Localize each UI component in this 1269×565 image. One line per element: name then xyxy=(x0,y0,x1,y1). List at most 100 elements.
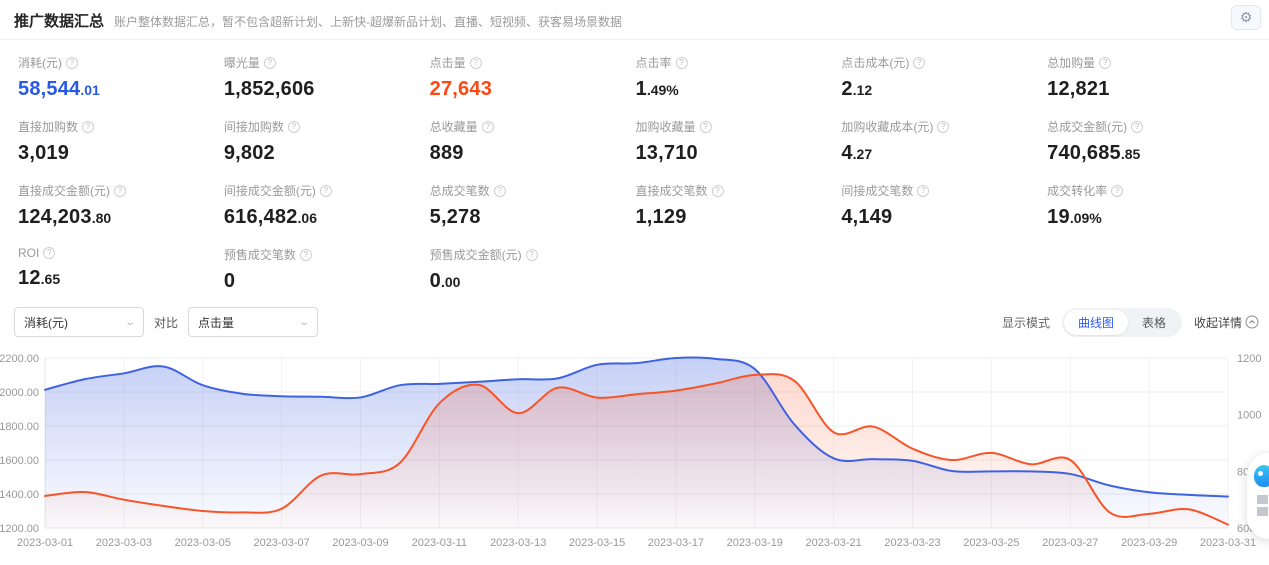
metric-value-dec: .49% xyxy=(646,82,679,98)
collapse-details-button[interactable]: 收起详情 xyxy=(1194,314,1259,331)
help-icon[interactable]: ? xyxy=(1111,184,1124,197)
metric-value-int: 889 xyxy=(429,142,464,164)
x-tick-label: 2023-03-17 xyxy=(648,537,704,549)
metric-select[interactable]: 消耗(元) ⌄ xyxy=(14,307,144,337)
metric-label-text: 直接成交笔数 xyxy=(635,184,708,198)
customer-service-widget[interactable] xyxy=(1247,453,1269,539)
metric-label: 加购收藏成本(元)? xyxy=(841,118,1047,135)
metric-card: 总收藏量? 889 xyxy=(430,118,636,165)
metric-label: 点击量? xyxy=(430,54,636,71)
help-icon[interactable]: ? xyxy=(319,184,332,197)
settings-button[interactable]: ⚙ xyxy=(1231,5,1261,30)
metric-label: 间接成交金额(元)? xyxy=(224,182,430,199)
metric-value-int: 19 xyxy=(1047,206,1070,228)
metric-label: 总加购量? xyxy=(1047,54,1253,71)
help-icon[interactable]: ? xyxy=(913,56,926,69)
help-icon[interactable]: ? xyxy=(481,120,494,133)
metric-value: 9,802 xyxy=(224,142,430,165)
metric-value-int: 1 xyxy=(635,78,647,100)
metric-value-int: 4,149 xyxy=(841,206,893,228)
cutoff-text xyxy=(1257,495,1268,504)
help-icon[interactable]: ? xyxy=(114,184,126,197)
metric-value-dec: .85 xyxy=(1120,146,1141,162)
metric-card: 加购收藏成本(元)? 4.27 xyxy=(841,118,1047,165)
metric-card: 直接加购数? 3,019 xyxy=(18,118,224,165)
x-tick-label: 2023-03-31 xyxy=(1200,537,1256,549)
metric-card: 总成交笔数? 5,278 xyxy=(430,182,636,229)
y-right-tick-label: 1200 xyxy=(1237,353,1261,365)
chevron-down-icon: ⌄ xyxy=(123,316,136,328)
help-icon[interactable]: ? xyxy=(937,120,950,133)
y-left-tick-label: 1200.00 xyxy=(0,523,39,535)
metrics-grid: 消耗(元)? 58,544.01 曝光量? 1,852,606 点击量? 27,643 点击… xyxy=(0,40,1269,297)
metric-label-text: 总成交金额(元) xyxy=(1047,120,1128,134)
compare-label: 对比 xyxy=(154,315,179,330)
chevron-down-icon: ⌄ xyxy=(297,316,310,328)
metric-card: 直接成交笔数? 1,129 xyxy=(635,182,841,229)
help-icon[interactable]: ? xyxy=(711,184,724,197)
metric-value: 12,821 xyxy=(1047,78,1253,101)
metric-value: 1.49% xyxy=(635,78,841,101)
metric-card: 总加购量? 12,821 xyxy=(1047,54,1253,101)
metric-value-dec: .12 xyxy=(852,82,873,98)
help-icon[interactable]: ? xyxy=(525,248,538,261)
metric-label-text: 加购收藏量 xyxy=(635,120,696,134)
metric-value-int: 740,685 xyxy=(1047,142,1121,164)
y-left-tick-label: 1600.00 xyxy=(0,455,39,467)
metric-value-int: 3,019 xyxy=(18,142,70,164)
metric-label: 预售成交笔数? xyxy=(224,246,430,263)
metric-value-dec: .06 xyxy=(297,210,317,226)
x-tick-label: 2023-03-23 xyxy=(884,537,940,549)
metric-value: 616,482.06 xyxy=(224,206,430,229)
metric-label-text: 点击成本(元) xyxy=(841,56,910,70)
help-icon[interactable]: ? xyxy=(699,120,712,133)
line-chart-canvas[interactable]: 2200.00 2000.00 1800.00 1600.00 1400.00 1200.… xyxy=(0,345,1269,560)
metric-label-text: 成交转化率 xyxy=(1047,184,1108,198)
help-icon[interactable]: ? xyxy=(675,56,688,69)
promotion-trend-chart[interactable]: 2200.00 2000.00 1800.00 1600.00 1400.00 1200.… xyxy=(0,345,1269,565)
help-icon[interactable]: ? xyxy=(917,184,930,197)
metric-label: 点击成本(元)? xyxy=(841,54,1047,71)
mode-table-option[interactable]: 表格 xyxy=(1141,315,1166,330)
help-icon[interactable]: ? xyxy=(82,120,95,133)
page-title: 推广数据汇总 xyxy=(14,13,105,30)
mode-curve-option[interactable]: 曲线图 xyxy=(1063,309,1128,335)
cutoff-text xyxy=(1257,507,1268,516)
metric-label: ROI? xyxy=(18,246,224,260)
metric-label-text: 间接加购数 xyxy=(223,120,284,134)
help-icon[interactable]: ? xyxy=(43,247,56,259)
metric-label: 直接加购数? xyxy=(18,118,224,135)
help-icon[interactable]: ? xyxy=(493,184,506,197)
metric-value: 5,278 xyxy=(430,206,636,229)
metric-value: 2.12 xyxy=(841,78,1047,101)
help-icon[interactable]: ? xyxy=(287,120,300,133)
help-icon[interactable]: ? xyxy=(263,56,276,69)
metric-value-int: 27,643 xyxy=(429,78,493,100)
metric-value-int: 9,802 xyxy=(223,142,275,164)
metric-value: 0 xyxy=(224,270,430,293)
x-tick-label: 2023-03-01 xyxy=(17,537,73,549)
x-tick-label: 2023-03-09 xyxy=(332,537,388,549)
metric-value: 1,852,606 xyxy=(224,78,430,101)
help-icon[interactable]: ? xyxy=(1099,56,1112,69)
metric-card: 加购收藏量? 13,710 xyxy=(635,118,841,165)
metric-value-dec: .65 xyxy=(40,271,61,287)
metric-card: 间接成交笔数? 4,149 xyxy=(841,182,1047,229)
metric-label: 预售成交金额(元)? xyxy=(430,246,636,263)
x-tick-label: 2023-03-27 xyxy=(1042,537,1098,549)
help-icon[interactable]: ? xyxy=(299,248,312,261)
metric-value-dec: .80 xyxy=(91,210,112,226)
metric-label: 直接成交笔数? xyxy=(635,182,841,199)
x-tick-label: 2023-03-19 xyxy=(727,537,783,549)
help-icon[interactable]: ? xyxy=(1131,120,1144,133)
metric-value: 19.09% xyxy=(1047,206,1253,229)
customer-service-mascot-icon xyxy=(1254,465,1269,487)
compare-select[interactable]: 点击量 ⌄ xyxy=(188,307,319,337)
x-tick-label: 2023-03-11 xyxy=(412,537,467,549)
help-icon[interactable]: ? xyxy=(469,56,482,69)
metric-value: 13,710 xyxy=(635,142,841,165)
help-icon[interactable]: ? xyxy=(66,56,78,69)
metric-label: 曝光量? xyxy=(224,54,430,71)
metric-card: ROI? 12.65 xyxy=(18,246,224,293)
y-left-tick-label: 1800.00 xyxy=(0,421,39,433)
